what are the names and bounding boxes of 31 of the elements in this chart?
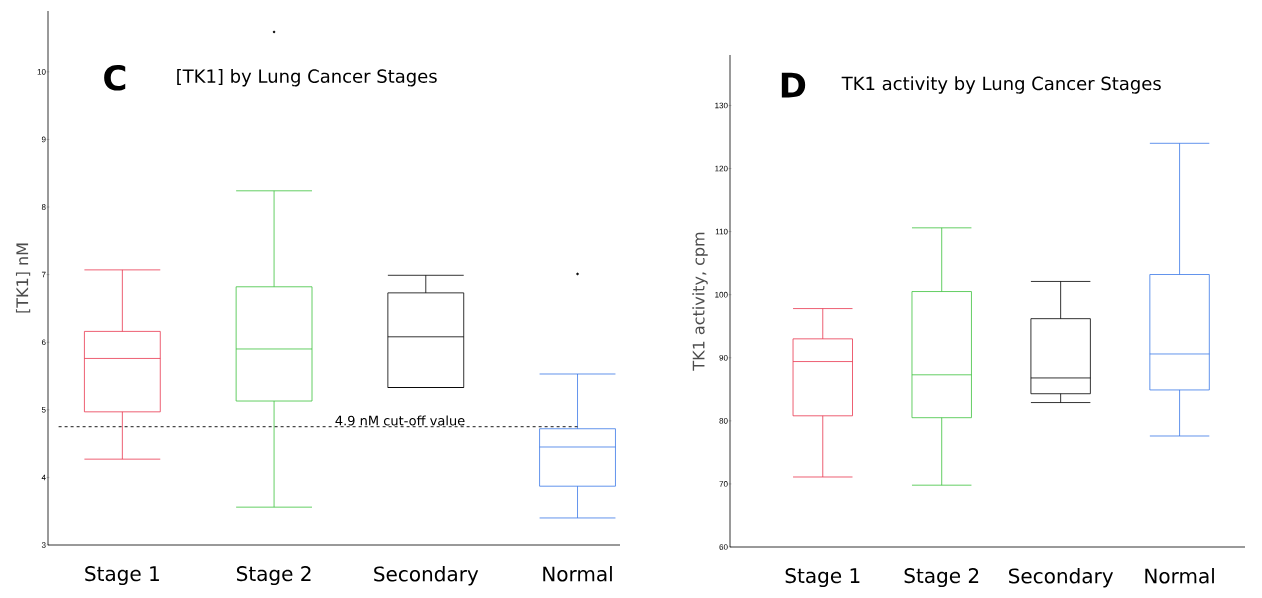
annotation: D bbox=[781, 72, 806, 98]
y-tick-label: 9 bbox=[41, 136, 46, 143]
x-tick-label: Normal bbox=[1145, 568, 1214, 584]
ref-line-label: 4.9 nM cut-off value bbox=[335, 415, 465, 426]
y-tick-label: 6 bbox=[41, 339, 46, 346]
y-tick-label: 5 bbox=[41, 407, 46, 413]
x-tick-label: Stage 2 bbox=[904, 568, 979, 588]
y-tick-label: 110 bbox=[715, 228, 728, 235]
y-tick-label: 70 bbox=[719, 481, 728, 487]
y-tick-label: 80 bbox=[719, 418, 728, 424]
y-tick-label: 3 bbox=[41, 542, 46, 548]
annotation: C bbox=[104, 64, 126, 91]
y-tick-label: 130 bbox=[715, 102, 728, 109]
x-tick-label: Stage 1 bbox=[785, 568, 860, 588]
y-tick-label: 10 bbox=[37, 69, 46, 75]
y-tick-label: 4 bbox=[41, 474, 46, 481]
y-tick-label: 100 bbox=[715, 291, 728, 298]
y-tick-label: 120 bbox=[715, 165, 728, 172]
text: [TK1] by Lung Cancer Stages bbox=[177, 69, 437, 87]
x-tick-label: Secondary bbox=[374, 566, 479, 586]
y-tick-label: 60 bbox=[719, 544, 728, 550]
y-tick-label: 8 bbox=[41, 204, 46, 210]
x-tick-label: Normal bbox=[543, 566, 612, 582]
y-axis-title: [TK1] nM bbox=[15, 243, 31, 313]
y-tick-label: 90 bbox=[719, 354, 728, 361]
x-tick-label: Secondary bbox=[1009, 568, 1114, 588]
text: TK1 activity by Lung Cancer Stages bbox=[841, 76, 1161, 94]
y-axis-title: TK1 activity, cpm bbox=[692, 232, 708, 371]
x-tick-label: Stage 1 bbox=[85, 566, 159, 586]
x-tick-label: Stage 2 bbox=[236, 566, 311, 586]
y-tick-label: 7 bbox=[41, 271, 46, 278]
